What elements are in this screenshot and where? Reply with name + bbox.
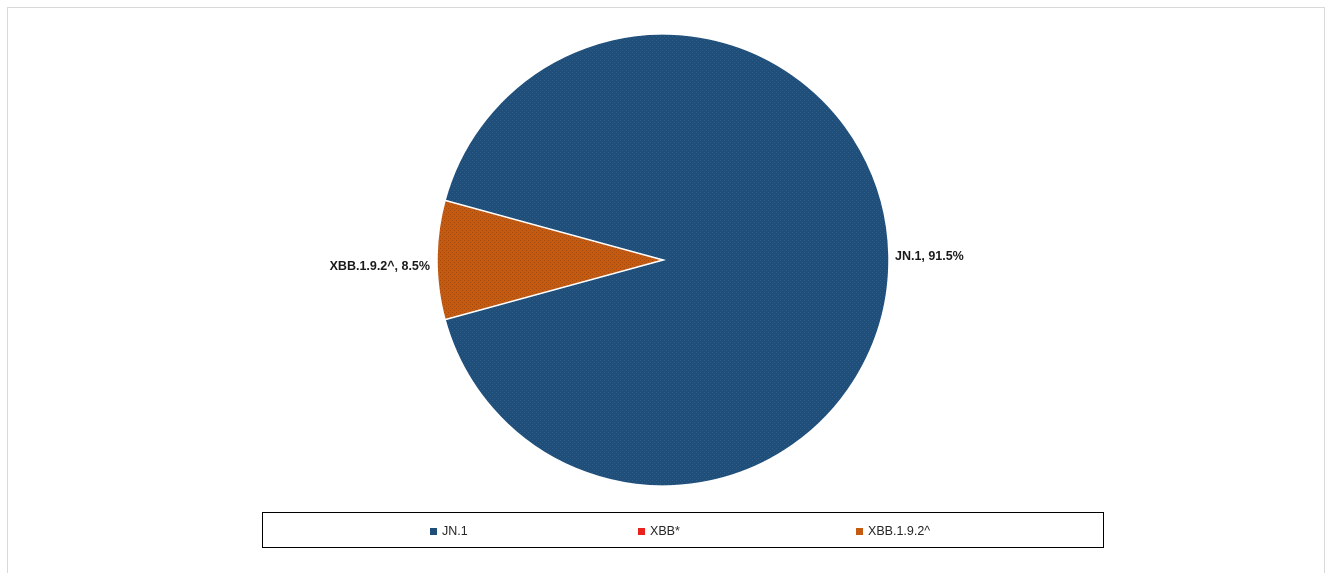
legend-entry-xbb-1-9-2: XBB.1.9.2^ xyxy=(856,523,930,539)
legend-swatch-jn1 xyxy=(430,527,437,535)
chart-legend: JN.1 XBB* XBB.1.9.2^ xyxy=(262,512,1104,548)
legend-label-xbb-1-9-2: XBB.1.9.2^ xyxy=(868,524,931,538)
legend-label-xbb: XBB* xyxy=(650,524,680,538)
legend-entry-jn1: JN.1 xyxy=(430,523,468,539)
legend-label-jn1: JN.1 xyxy=(442,524,468,538)
legend-swatch-xbb-1-9-2 xyxy=(856,527,863,535)
pie-slice-xbb-1-9-2 xyxy=(436,199,666,321)
pie-slice-jn-1 xyxy=(444,33,890,487)
slice-label-jn-1: JN.1, 91.5% xyxy=(895,249,964,263)
legend-swatch-xbb xyxy=(638,527,645,535)
slice-label-xbb-1-9-2: XBB.1.9.2^, 8.5% xyxy=(330,259,430,273)
legend-entry-xbb: XBB* xyxy=(638,523,680,539)
